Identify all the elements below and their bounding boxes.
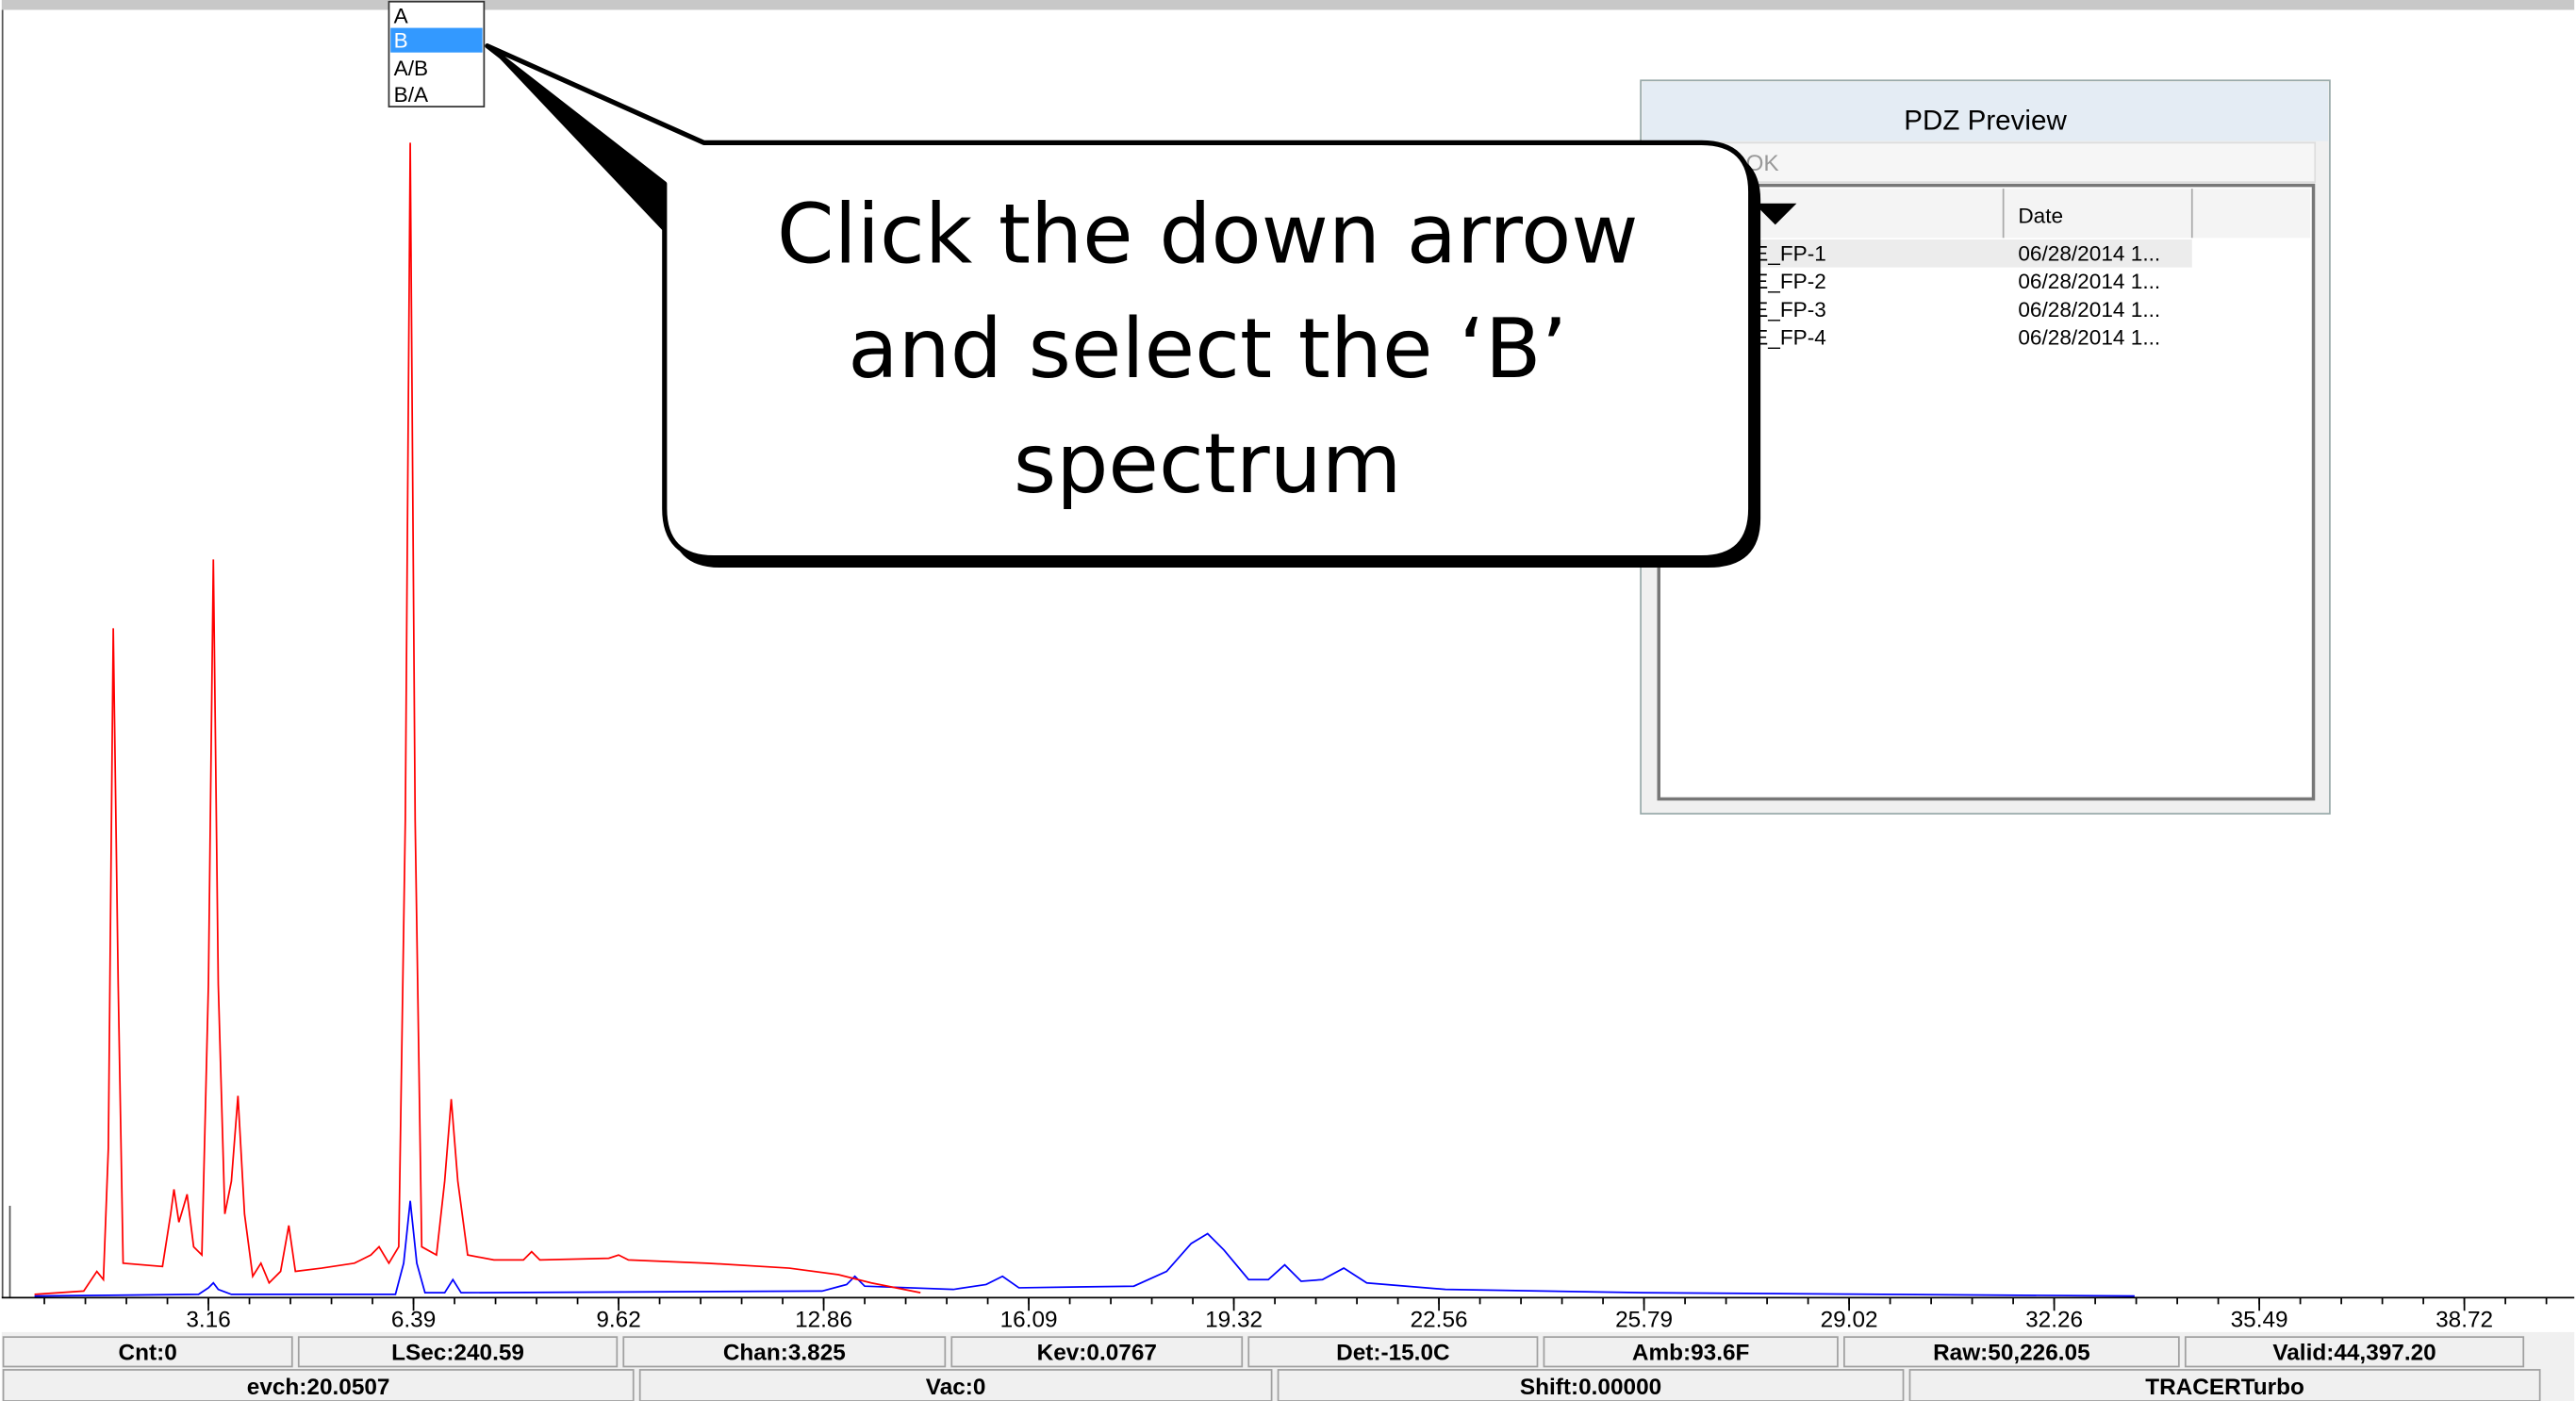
callout-text: spectrum [1014, 416, 1402, 512]
status-cells: Cnt:0 LSec:240.59 Chan:3.825 Kev:0.0767 Det:… [2, 1336, 2541, 1401]
x-tick-label: 35.49 [2231, 1308, 2288, 1333]
status-text: Cnt:0 [119, 1340, 177, 1365]
callout-text: and select the ‘B’ [848, 301, 1567, 397]
spectrum-dropdown[interactable]: A B A/B B/A [388, 0, 486, 107]
status-text: Chan:3.825 [723, 1340, 846, 1365]
callout: Click the down arrow and select the ‘B’ … [485, 43, 1761, 569]
x-tick-label: 19.32 [1205, 1308, 1263, 1333]
status-text: Shift:0.00000 [1520, 1375, 1661, 1400]
x-tick-label: 3.16 [186, 1308, 230, 1333]
status-text: Valid:44,397.20 [2272, 1340, 2436, 1365]
row-date: 06/28/2014 1... [2018, 242, 2160, 266]
x-tick-label: 6.39 [391, 1308, 436, 1333]
sort-arrow[interactable] [1754, 203, 1797, 225]
status-text: Vac:0 [926, 1375, 986, 1400]
status-cell [622, 1336, 947, 1368]
column-header[interactable]: Date [2018, 205, 2063, 228]
row-name: E_FP-3 [1754, 298, 1826, 321]
ok-button[interactable] [1671, 141, 2317, 184]
x-tick-label: 25.79 [1615, 1308, 1673, 1333]
status-cell [2, 1336, 293, 1368]
dropdown-highlight [390, 27, 483, 53]
x-tick-label: 29.02 [1821, 1308, 1878, 1333]
status-cell [1543, 1336, 1839, 1368]
callout-bubble [485, 43, 1754, 561]
row-date: 06/28/2014 1... [2018, 298, 2160, 321]
row-date: 06/28/2014 1... [2018, 270, 2160, 293]
top-bar [1, 0, 2575, 10]
row-name: E_FP-4 [1754, 325, 1826, 349]
status-cell [1908, 1369, 2541, 1401]
status-cell [297, 1336, 619, 1368]
status-text: Raw:50,226.05 [1933, 1340, 2090, 1365]
status-cell [2, 1369, 635, 1401]
status-text: evch:20.0507 [247, 1375, 390, 1400]
x-axis-ticks: 3.16 6.39 9.62 12.86 16.09 19.32 22.56 25.79 29.… [43, 1297, 2548, 1333]
x-tick-label: 22.56 [1411, 1308, 1468, 1333]
status-cell [950, 1336, 1244, 1368]
status-cell [2184, 1336, 2525, 1368]
dropdown-option[interactable]: B [394, 28, 408, 52]
status-text: Det:-15.0C [1336, 1340, 1449, 1365]
dropdown-option[interactable]: B/A [394, 83, 429, 107]
status-text: LSec:240.59 [391, 1340, 524, 1365]
x-tick-label: 38.72 [2436, 1308, 2493, 1333]
x-tick-label: 16.09 [1000, 1308, 1058, 1333]
status-cell [1277, 1369, 1905, 1401]
row-date: 06/28/2014 1... [2018, 325, 2160, 349]
spectrum-b [34, 1200, 2135, 1297]
status-text: Kev:0.0767 [1037, 1340, 1157, 1365]
window-title: PDZ Preview [1904, 105, 2067, 136]
list-box [1657, 183, 2316, 801]
status-text: Amb:93.6F [1632, 1340, 1750, 1365]
x-tick-label: 9.62 [596, 1308, 640, 1333]
status-text: TRACERTurbo [2145, 1375, 2304, 1400]
row-name: E_FP-2 [1754, 270, 1826, 293]
status-cell [1843, 1336, 2180, 1368]
status-cell [638, 1369, 1273, 1401]
pdz-preview-window: PDZ Preview OK Date E_FP-1 06/28/2014 1..… [1640, 79, 2331, 815]
status-cell [1247, 1336, 1539, 1368]
dropdown-box [388, 0, 486, 107]
x-tick-label: 12.86 [795, 1308, 852, 1333]
callout-text: Click the down arrow [777, 186, 1639, 282]
dropdown-option[interactable]: A [394, 4, 409, 27]
title-bar [1642, 82, 2329, 141]
dropdown-option[interactable]: A/B [394, 57, 428, 80]
row-name: E_FP-1 [1754, 242, 1826, 266]
spectrum-a [34, 142, 921, 1295]
x-tick-label: 32.26 [2025, 1308, 2083, 1333]
